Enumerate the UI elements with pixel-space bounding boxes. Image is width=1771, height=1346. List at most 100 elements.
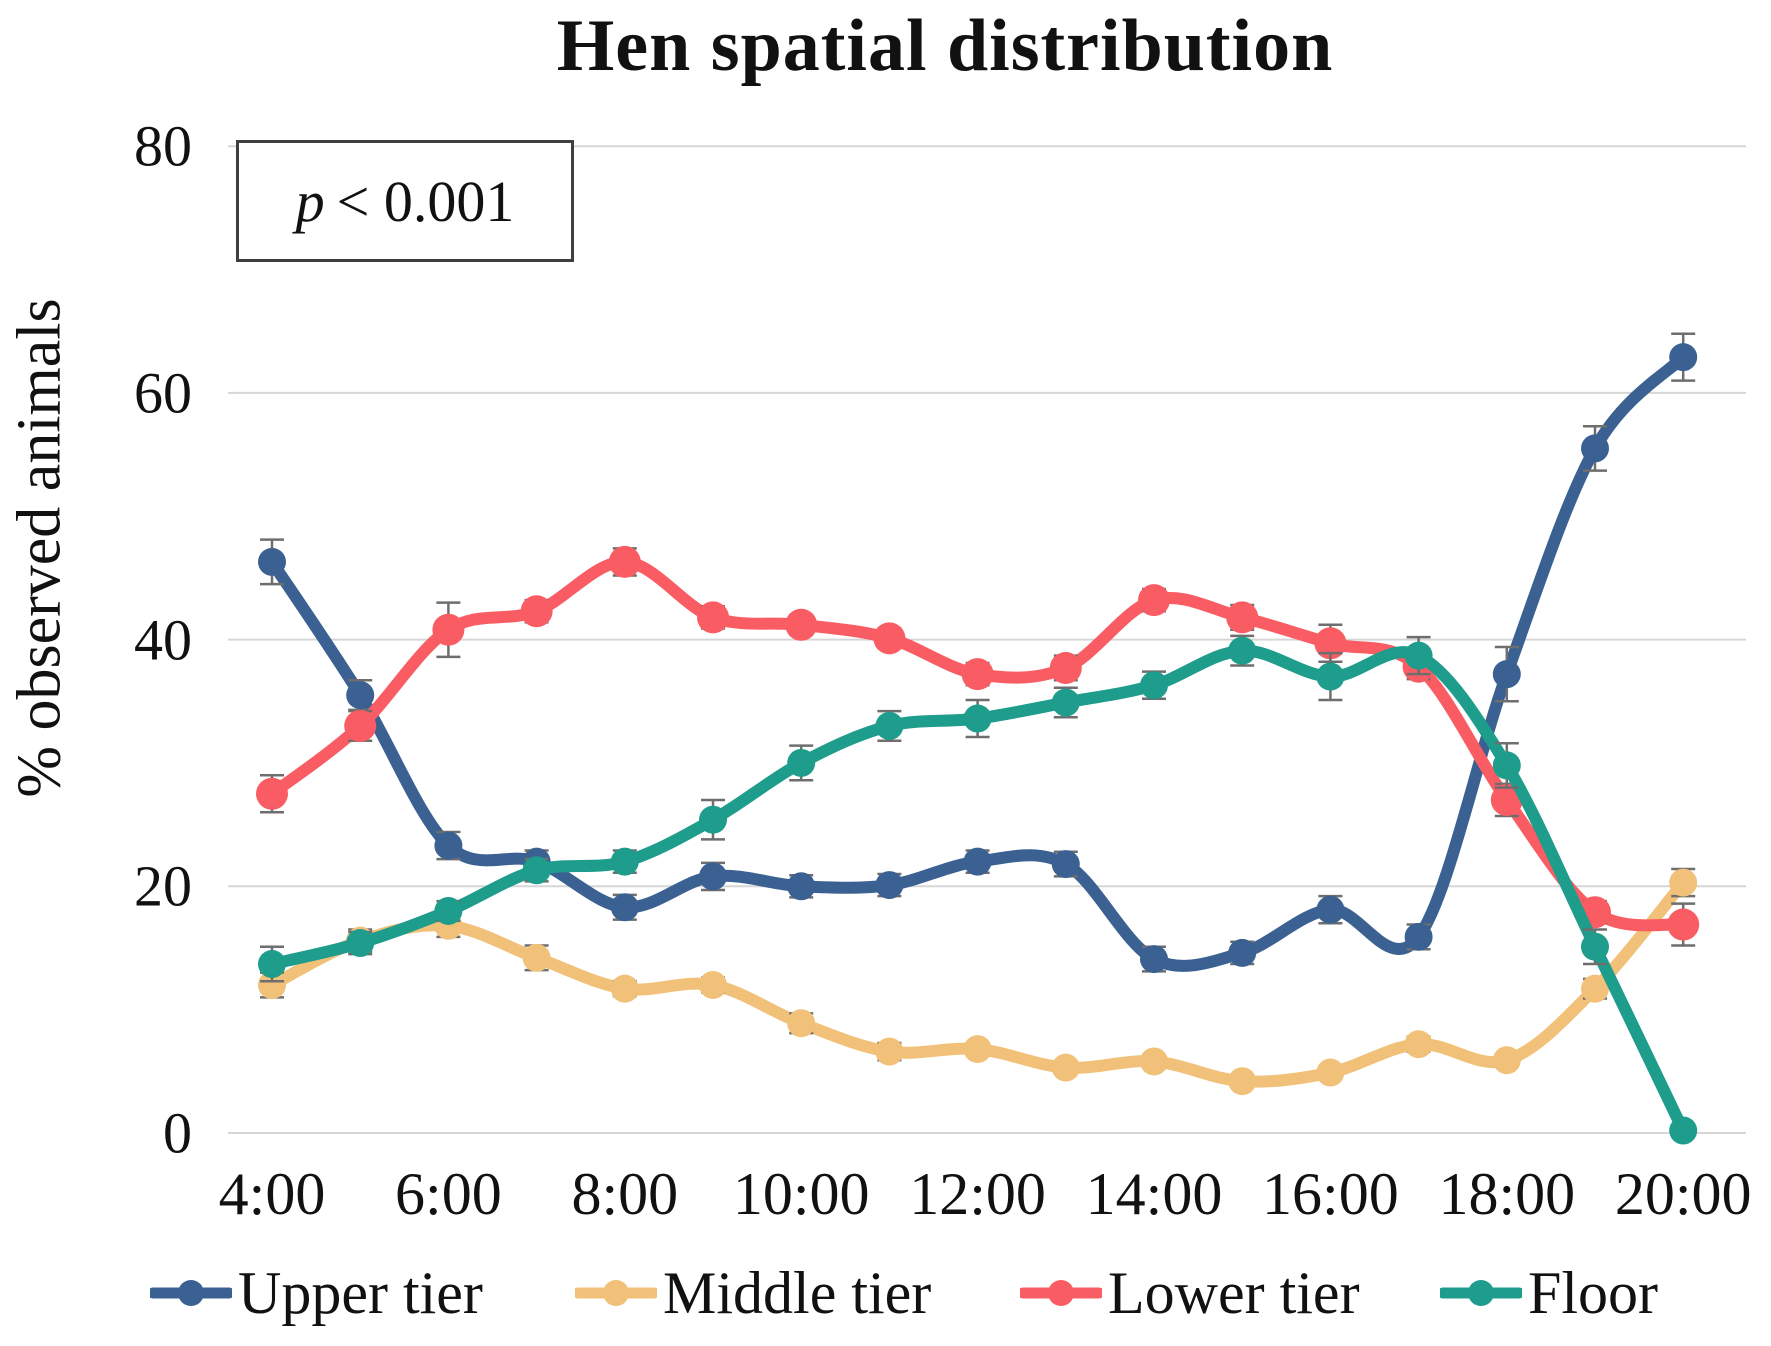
data-point-middle-tier [1669,868,1698,897]
legend-marker-icon [1020,1280,1102,1306]
data-point-floor [787,748,816,777]
data-point-upper-tier [610,893,639,922]
data-point-floor [1581,932,1609,961]
data-point-floor [1404,641,1433,670]
data-point-lower-tier [344,709,377,742]
data-point-middle-tier [610,974,639,1003]
data-point-floor [1669,1116,1698,1145]
legend-marker-icon [150,1280,232,1306]
y-tick-label: 80 [134,113,192,179]
data-point-middle-tier [258,970,286,999]
data-point-lower-tier [520,595,553,628]
data-point-lower-tier [1049,651,1082,684]
data-point-middle-tier [522,943,551,972]
series-lower-tier [256,545,1700,947]
data-point-middle-tier [1140,1047,1168,1076]
x-tick-label: 4:00 [218,1161,326,1227]
y-tick-label: 20 [134,853,192,919]
data-point-floor [1316,662,1345,691]
data-point-floor [346,929,375,958]
data-point-middle-tier [1316,1058,1345,1087]
data-point-upper-tier [1140,945,1168,974]
data-point-floor [875,711,904,740]
data-point-middle-tier [1492,1046,1521,1075]
data-point-floor [963,704,992,733]
legend: Upper tier Middle tier Lower tier Floor [0,1248,1771,1338]
x-tick-label: 6:00 [395,1161,502,1227]
data-point-middle-tier [963,1035,992,1064]
data-point-floor [610,847,639,876]
series-line-upper-tier [266,351,1690,972]
x-tick-label: 16:00 [1262,1161,1399,1227]
data-point-middle-tier [875,1037,904,1066]
x-tick-label: 10:00 [732,1161,870,1227]
legend-marker-icon [1440,1280,1522,1306]
data-point-upper-tier [1669,343,1698,372]
p-value-box: p < 0.001 [236,140,574,262]
data-point-floor [1140,671,1168,700]
data-point-lower-tier [1314,627,1347,660]
data-point-upper-tier [787,872,816,901]
data-point-lower-tier [697,601,729,634]
x-tick-label: 12:00 [909,1161,1046,1227]
data-point-floor [1492,751,1521,780]
data-point-lower-tier [432,613,465,646]
p-value-text: < 0.001 [336,168,515,234]
data-point-lower-tier [608,545,641,578]
legend-label: Upper tier [238,1259,483,1326]
data-point-middle-tier [787,1009,816,1038]
data-point-floor [1228,636,1257,665]
data-point-upper-tier [699,862,727,891]
data-point-upper-tier [963,847,992,876]
error-bars-upper-tier [260,332,1696,973]
data-point-upper-tier [1316,895,1345,924]
y-tick-label: 40 [134,607,192,673]
data-point-upper-tier [875,871,904,900]
data-point-lower-tier [873,622,906,655]
legend-label: Middle tier [663,1259,932,1326]
data-point-lower-tier [1490,783,1523,816]
data-point-floor [522,856,551,885]
data-point-lower-tier [1138,584,1170,617]
data-point-middle-tier [1404,1030,1433,1059]
legend-item-upper-tier: Upper tier [150,1248,483,1338]
x-tick-label: 20:00 [1614,1161,1752,1227]
chart-title: Hen spatial distribution [556,5,1334,87]
x-tick-label: 14:00 [1085,1161,1223,1227]
data-point-lower-tier [256,777,288,810]
legend-label: Lower tier [1108,1259,1360,1326]
data-point-lower-tier [961,658,994,691]
data-point-middle-tier [1581,974,1609,1003]
data-point-middle-tier [1228,1067,1257,1096]
data-point-upper-tier [1051,850,1080,879]
series-floor [258,634,1698,1145]
data-point-lower-tier [785,608,818,641]
data-point-floor [434,896,463,925]
series-upper-tier [258,332,1698,974]
y-tick-label: 0 [163,1100,192,1166]
data-point-floor [258,950,286,979]
data-point-floor [1051,688,1080,717]
data-point-upper-tier [1492,660,1521,689]
data-point-upper-tier [1228,938,1257,967]
series-middle-tier [258,867,1698,1096]
data-point-middle-tier [699,970,727,999]
x-tick-label: 8:00 [571,1161,679,1227]
legend-item-middle-tier: Middle tier [575,1248,931,1338]
data-point-upper-tier [1581,434,1609,463]
data-point-lower-tier [1667,908,1700,941]
data-point-upper-tier [1404,922,1433,951]
legend-label: Floor [1528,1259,1659,1326]
data-point-lower-tier [1226,601,1259,634]
legend-marker-icon [575,1280,657,1306]
x-tick-label: 18:00 [1438,1161,1576,1227]
p-value-symbol: p [295,168,325,234]
data-point-upper-tier [258,547,286,576]
data-point-upper-tier [434,831,463,860]
y-tick-label: 60 [134,360,192,426]
legend-item-lower-tier: Lower tier [1020,1248,1360,1338]
data-point-floor [699,805,727,834]
legend-item-floor: Floor [1440,1248,1658,1338]
